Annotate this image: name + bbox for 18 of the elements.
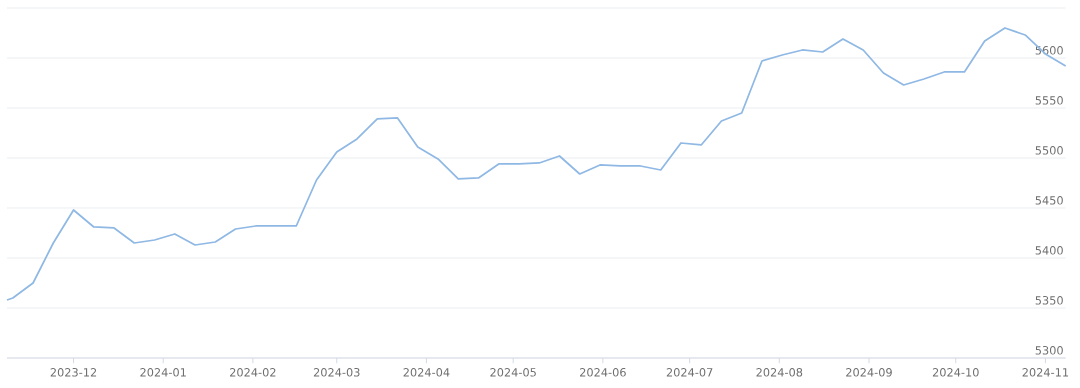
y-tick-label: 5300 [1035, 346, 1063, 355]
x-tick-label: 2023-12 [50, 368, 97, 377]
y-tick-label: 5350 [1035, 296, 1063, 305]
x-tick-label: 2024-09 [846, 368, 892, 377]
x-tick-label: 2024-02 [230, 368, 276, 377]
x-tick-label: 2024-03 [313, 368, 360, 377]
x-tick-label: 2024-07 [666, 368, 713, 377]
x-tick-label: 2024-11 [1022, 368, 1069, 377]
x-tick-label: 2024-06 [580, 368, 626, 377]
x-tick-label: 2024-08 [756, 368, 803, 377]
x-tick-label: 2024-10 [932, 368, 979, 377]
x-tick-label: 2024-05 [490, 368, 536, 377]
y-tick-label: 5500 [1035, 146, 1063, 155]
x-tick-label: 2024-01 [140, 368, 186, 377]
y-tick-label: 5450 [1035, 196, 1063, 205]
x-tick-label: 2024-04 [403, 368, 450, 377]
y-tick-label: 5400 [1035, 246, 1063, 255]
y-tick-label: 5550 [1035, 96, 1063, 105]
